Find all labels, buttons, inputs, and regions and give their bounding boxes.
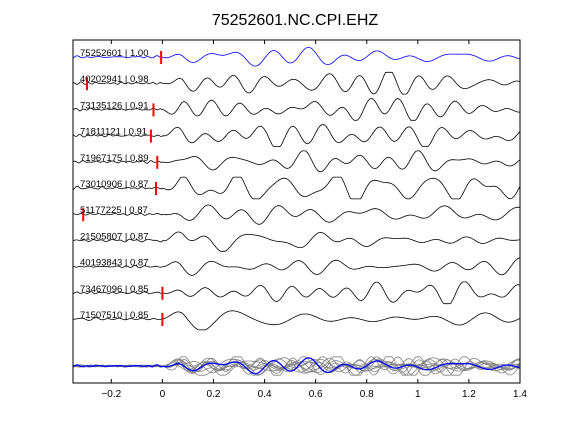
plot-frame (72, 39, 521, 384)
trace-71507510 (72, 310, 520, 331)
trace-label-71507510: 71507510 | 0.85 (80, 310, 149, 321)
trace-label-71967175: 71967175 | 0.89 (80, 153, 149, 164)
trace-label-75252601: 75252601 | 1.00 (80, 48, 149, 59)
x-tick-label: 1 (415, 389, 421, 400)
x-tick-label: 0 (160, 389, 166, 400)
x-tick-label: 1.4 (513, 389, 527, 400)
trace-label-73467096: 73467096 | 0.85 (80, 284, 149, 295)
trace-label-73135126: 73135126 | 0.91 (80, 100, 149, 111)
chart-title: 75252601.NC.CPI.EHZ (212, 12, 379, 29)
trace-label-51177225: 51177225 | 0.87 (80, 205, 148, 216)
stack-trace-71507510 (72, 358, 520, 376)
trace-label-40193843: 40193843 | 0.87 (80, 258, 149, 269)
trace-71967175 (72, 150, 520, 173)
stack-reference-trace (72, 357, 520, 375)
stack-layer (72, 356, 521, 376)
trace-label-73010906: 73010906 | 0.87 (80, 179, 149, 190)
trace-label-71811121: 71811121 | 0.91 (80, 127, 147, 138)
trace-51177225 (72, 204, 520, 225)
x-tick-label: 0.2 (207, 389, 221, 400)
trace-73010906 (72, 176, 521, 200)
trace-40193843 (72, 257, 520, 276)
x-tick-label: 0.4 (258, 389, 272, 400)
x-tick-label: 1.2 (462, 389, 476, 400)
picks-layer (82, 51, 164, 326)
x-tick-label: 0.6 (309, 389, 323, 400)
traces-layer (72, 47, 521, 331)
x-axis: −0.2 0 0.2 0.4 0.6 0.8 1 1.2 1.4 (101, 40, 527, 400)
x-tick-label: −0.2 (101, 389, 121, 400)
trace-73467096 (72, 281, 520, 305)
trace-71811121 (72, 124, 521, 147)
x-tick-label: 0.8 (360, 389, 374, 400)
trace-75252601 (72, 47, 520, 67)
trace-labels: 75252601 | 1.00 40202941 | 0.98 73135126 |… (80, 48, 149, 321)
trace-40202941 (73, 71, 520, 95)
trace-73135126 (72, 98, 520, 121)
trace-21505807 (72, 231, 520, 252)
trace-label-21505807: 21505807 | 0.87 (80, 231, 149, 242)
trace-label-40202941: 40202941 | 0.98 (80, 74, 149, 85)
